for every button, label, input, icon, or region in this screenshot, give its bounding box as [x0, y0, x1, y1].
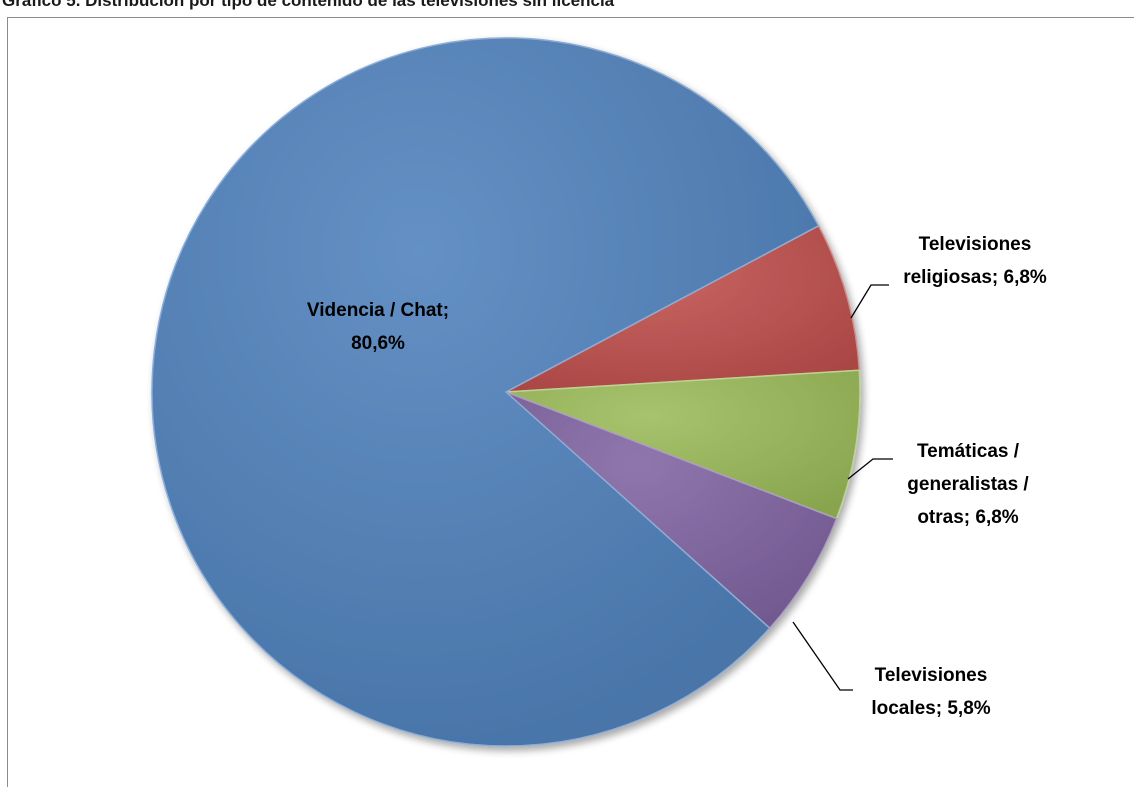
slice-label-line: otras; 6,8% [917, 507, 1018, 528]
pie-slice-1 [505, 369, 861, 520]
slice-label-3: Videncia / Chat; 80,6% [307, 300, 449, 354]
slice-label-line: generalistas / [907, 474, 1029, 495]
slice-label-line: Temáticas / [917, 441, 1020, 462]
slice-label-line: religiosas; 6,8% [903, 267, 1047, 288]
leader-line-0 [850, 284, 889, 319]
pie-slice-0 [505, 224, 861, 393]
slice-label-line: Videncia / Chat; [307, 300, 449, 321]
slice-labels: Televisiones religiosas; 6,8% Temáticas / g… [307, 234, 1047, 719]
slice-label-0: Televisiones religiosas; 6,8% [903, 234, 1047, 288]
leader-lines [792, 284, 893, 691]
leader-line-1 [847, 458, 893, 480]
slice-label-line: Televisiones [919, 234, 1032, 255]
leader-line-2 [792, 621, 853, 691]
slice-label-1: Temáticas / generalistas / otras; 6,8% [907, 441, 1029, 528]
pie-slice-2 [505, 391, 838, 630]
slice-label-line: locales; 5,8% [871, 698, 990, 719]
pie-slices [151, 37, 861, 747]
chart-frame [7, 17, 1134, 787]
chart-title: Gráfico 5. Distribución por tipo de cont… [2, 0, 615, 10]
slice-label-2: Televisiones locales; 5,8% [871, 665, 990, 719]
slice-label-line: 80,6% [351, 333, 405, 354]
slice-label-line: Televisiones [875, 665, 988, 686]
pie-slice-3 [151, 37, 820, 747]
